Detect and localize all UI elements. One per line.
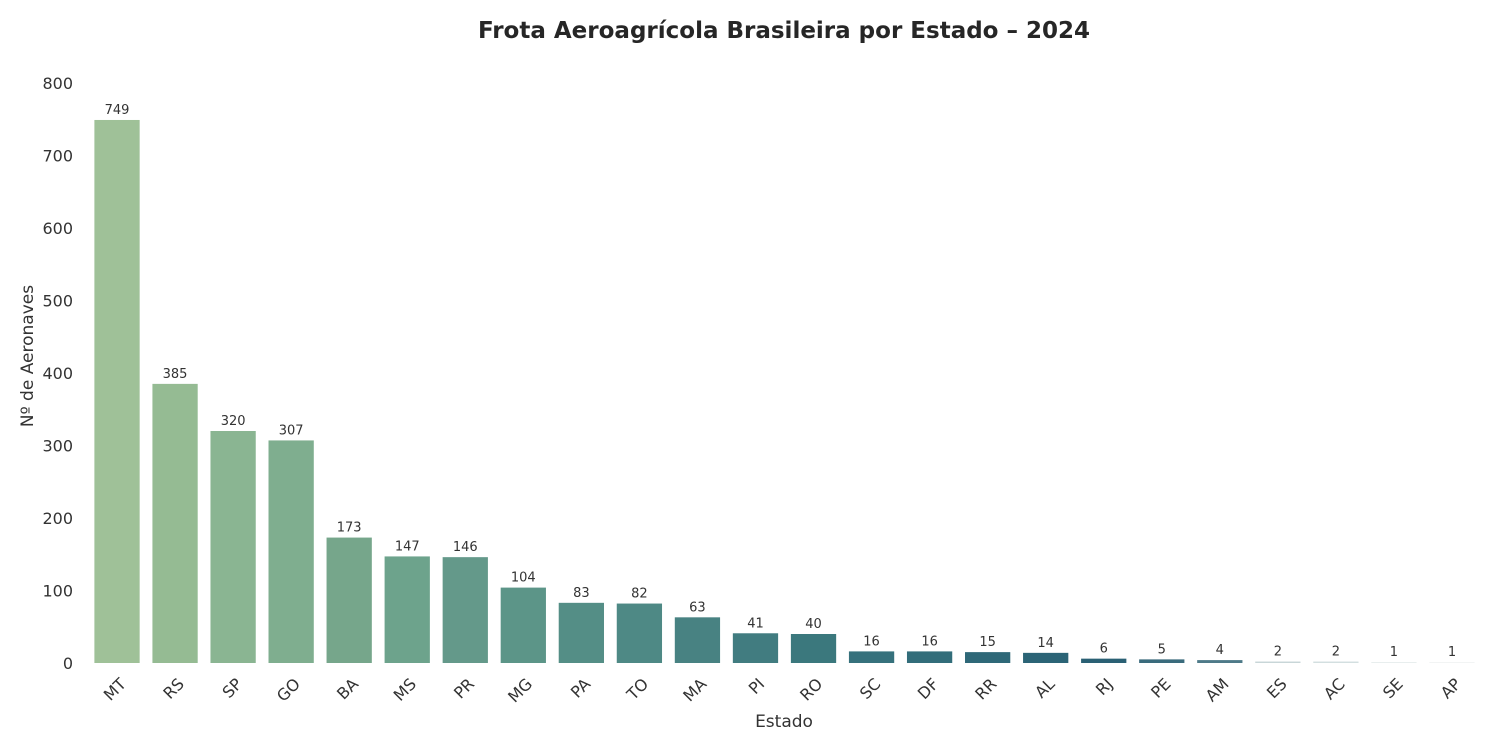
y-tick-label: 300 (42, 437, 73, 456)
bar-to (616, 603, 663, 663)
y-tick-label: 800 (42, 74, 73, 93)
value-label-pe: 5 (1158, 642, 1166, 657)
value-label-ms: 147 (395, 539, 420, 554)
bar-mg (500, 587, 546, 663)
value-label-to: 82 (631, 587, 648, 602)
value-label-pa: 83 (573, 586, 590, 601)
value-label-ro: 40 (805, 617, 822, 632)
x-tick-label-se: SE (1379, 674, 1407, 702)
x-tick-label-pr: PR (450, 674, 478, 702)
bar-df (906, 651, 953, 663)
value-label-se: 1 (1390, 645, 1398, 660)
bar-rs (152, 383, 198, 663)
bar-sp (210, 431, 256, 663)
bar-pr (442, 557, 488, 663)
x-tick-label-al: AL (1031, 674, 1059, 702)
x-axis-ticks: MT RS SP GO BA MS PR MG PA TO MA PI RO SC DF RR AL RJ PE AM… (100, 674, 1465, 706)
y-tick-label: 700 (42, 147, 73, 166)
x-tick-label-ac: AC (1320, 674, 1349, 703)
x-tick-label-mg: MG (504, 674, 536, 706)
value-label-pr: 146 (453, 540, 478, 555)
bar-mt (94, 119, 140, 664)
value-label-go: 307 (279, 423, 304, 438)
value-label-pi: 41 (747, 616, 764, 631)
value-label-mg: 104 (511, 571, 536, 586)
value-label-df: 16 (921, 634, 938, 649)
bar-ma (674, 617, 721, 663)
bar-ms (384, 556, 430, 663)
bar-rr (965, 652, 1011, 663)
x-tick-label-pa: PA (567, 674, 594, 701)
bar-ba (326, 537, 372, 663)
bar-al (1023, 652, 1069, 663)
bar-pi (732, 633, 779, 663)
x-axis-label: Estado (755, 712, 813, 732)
x-tick-label-ma: MA (679, 674, 710, 705)
x-tick-label-rr: RR (971, 674, 1000, 703)
x-tick-label-sc: SC (856, 674, 885, 703)
x-tick-label-ms: MS (390, 674, 420, 704)
bar-am (1197, 660, 1243, 663)
value-label-es: 2 (1274, 645, 1282, 660)
bar-se (1371, 662, 1417, 663)
y-tick-label: 500 (42, 292, 73, 311)
value-label-am: 4 (1216, 643, 1224, 658)
x-tick-label-ro: RO (796, 674, 826, 704)
value-label-ba: 173 (337, 521, 362, 536)
x-tick-label-pe: PE (1147, 674, 1174, 701)
value-label-ma: 63 (689, 600, 706, 615)
x-tick-label-es: ES (1263, 674, 1291, 702)
chart-title: Frota Aeroagrícola Brasileira por Estado… (478, 18, 1090, 44)
x-tick-label-ap: AP (1437, 674, 1465, 702)
y-tick-label: 400 (42, 364, 73, 383)
y-axis-label: Nº de Aeronaves (18, 285, 38, 427)
x-tick-label-to: TO (622, 674, 652, 704)
bar-ap (1429, 662, 1475, 663)
bar-pa (558, 602, 604, 663)
x-tick-label-df: DF (914, 674, 943, 703)
bars (94, 119, 1475, 664)
value-label-al: 14 (1037, 636, 1054, 651)
x-tick-label-pi: PI (745, 674, 769, 698)
bar-ro (790, 634, 837, 663)
bar-pe (1139, 659, 1185, 663)
x-tick-label-sp: SP (218, 674, 246, 702)
x-tick-label-mt: MT (100, 674, 130, 704)
value-label-ap: 1 (1448, 645, 1456, 660)
x-tick-label-rj: RJ (1092, 674, 1117, 699)
x-tick-label-rs: RS (159, 674, 187, 702)
value-label-ac: 2 (1332, 645, 1340, 660)
bar-sc (848, 651, 895, 663)
x-tick-label-am: AM (1202, 674, 1233, 705)
bar-ac (1313, 661, 1359, 663)
y-tick-label: 200 (42, 509, 73, 528)
bar-es (1255, 661, 1301, 663)
x-tick-label-ba: BA (333, 674, 362, 703)
value-label-rj: 6 (1100, 642, 1108, 657)
value-label-rr: 15 (979, 635, 996, 650)
bar-rj (1081, 658, 1127, 663)
y-tick-label: 0 (63, 654, 73, 673)
y-tick-label: 600 (42, 219, 73, 238)
bar-go (268, 440, 314, 663)
value-label-mt: 749 (105, 103, 130, 118)
y-axis-ticks: 0 100 200 300 400 500 600 700 800 (42, 74, 73, 673)
x-tick-label-go: GO (273, 674, 304, 705)
y-tick-label: 100 (42, 582, 73, 601)
value-label-sp: 320 (221, 414, 246, 429)
value-label-sc: 16 (863, 634, 880, 649)
value-label-rs: 385 (163, 367, 188, 382)
